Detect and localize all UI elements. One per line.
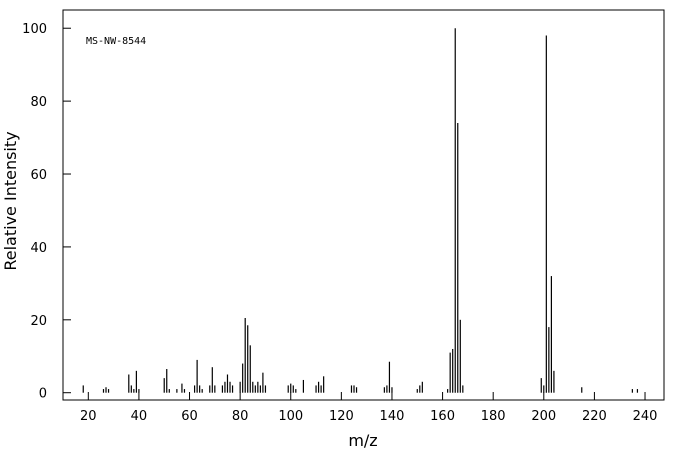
plot-frame xyxy=(62,9,665,401)
y-axis-label: Relative Intensity xyxy=(1,131,20,270)
y-tick-label: 100 xyxy=(22,22,47,37)
x-tick-label: 140 xyxy=(380,409,405,424)
x-tick-label: 60 xyxy=(181,409,198,424)
x-axis-label: m/z xyxy=(348,431,377,450)
x-tick-label: 80 xyxy=(232,409,249,424)
x-tick-label: 40 xyxy=(131,409,148,424)
x-tick-label: 240 xyxy=(633,409,658,424)
x-tick-label: 160 xyxy=(430,409,455,424)
x-tick-label: 20 xyxy=(80,409,97,424)
y-tick-label: 60 xyxy=(30,168,47,183)
x-tick-label: 220 xyxy=(582,409,607,424)
x-tick-label: 180 xyxy=(481,409,506,424)
x-tick-label: 120 xyxy=(329,409,354,424)
annotation: MS-NW-8544 xyxy=(86,36,146,47)
x-tick-label: 100 xyxy=(278,409,303,424)
y-tick-label: 0 xyxy=(39,387,47,402)
y-tick-label: 80 xyxy=(30,95,47,110)
y-tick-label: 20 xyxy=(30,314,47,329)
x-tick-label: 200 xyxy=(531,409,556,424)
y-tick-label: 40 xyxy=(30,241,47,256)
